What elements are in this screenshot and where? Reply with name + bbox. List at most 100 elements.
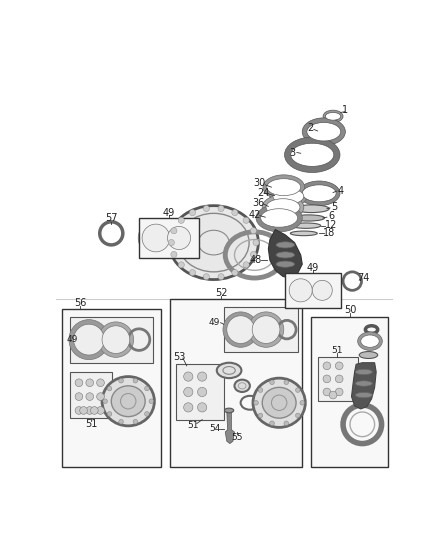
Ellipse shape [313, 126, 335, 137]
Ellipse shape [291, 223, 321, 228]
Ellipse shape [102, 377, 155, 426]
Circle shape [145, 411, 149, 416]
Text: 6: 6 [328, 212, 335, 221]
Ellipse shape [355, 381, 372, 386]
Text: 24: 24 [258, 188, 270, 198]
Text: 49: 49 [208, 318, 220, 327]
Text: 2: 2 [307, 123, 313, 133]
Ellipse shape [270, 185, 307, 207]
Circle shape [171, 252, 177, 257]
Ellipse shape [312, 280, 332, 301]
Ellipse shape [361, 335, 379, 348]
Text: 52: 52 [215, 288, 228, 297]
Circle shape [323, 362, 331, 370]
Ellipse shape [273, 189, 304, 204]
Text: 51: 51 [331, 346, 343, 355]
Ellipse shape [285, 137, 340, 173]
Circle shape [336, 362, 343, 370]
Circle shape [178, 262, 184, 268]
Text: 48: 48 [250, 255, 262, 265]
Circle shape [243, 262, 249, 268]
Circle shape [97, 393, 104, 400]
Circle shape [218, 273, 224, 280]
Text: 54: 54 [209, 424, 221, 433]
Ellipse shape [298, 181, 340, 206]
Ellipse shape [323, 110, 343, 123]
Ellipse shape [302, 185, 336, 202]
Ellipse shape [253, 378, 305, 427]
Bar [62, 309, 161, 467]
Circle shape [218, 205, 224, 212]
Circle shape [251, 252, 257, 257]
Bar [70, 372, 112, 418]
Text: 49: 49 [163, 207, 175, 217]
Circle shape [190, 270, 196, 276]
Ellipse shape [276, 261, 294, 267]
Ellipse shape [359, 352, 378, 359]
Ellipse shape [252, 316, 280, 343]
Circle shape [270, 380, 274, 385]
Text: 51: 51 [85, 419, 97, 429]
Ellipse shape [262, 195, 304, 220]
Polygon shape [225, 410, 234, 443]
Circle shape [296, 388, 300, 392]
Ellipse shape [142, 224, 170, 252]
Ellipse shape [227, 316, 254, 343]
Ellipse shape [290, 231, 317, 236]
Circle shape [80, 407, 88, 414]
Text: 74: 74 [358, 273, 370, 283]
Circle shape [133, 419, 138, 424]
Circle shape [253, 239, 259, 246]
Ellipse shape [358, 332, 382, 350]
Ellipse shape [276, 242, 294, 248]
Circle shape [251, 228, 257, 234]
Ellipse shape [248, 312, 284, 348]
Ellipse shape [256, 204, 302, 232]
Ellipse shape [234, 379, 250, 392]
Text: 55: 55 [231, 433, 243, 442]
Circle shape [284, 380, 289, 385]
Text: 56: 56 [74, 297, 87, 308]
Ellipse shape [263, 175, 304, 199]
Circle shape [149, 399, 154, 403]
Circle shape [198, 372, 207, 381]
Text: 3: 3 [289, 148, 295, 158]
Ellipse shape [69, 320, 109, 360]
Circle shape [86, 379, 94, 386]
Bar [224, 308, 298, 352]
Circle shape [184, 372, 193, 381]
Circle shape [86, 393, 94, 400]
Text: 30: 30 [254, 179, 266, 188]
Ellipse shape [307, 123, 341, 141]
Circle shape [184, 387, 193, 397]
Text: 57: 57 [105, 213, 117, 223]
Circle shape [184, 403, 193, 412]
Circle shape [86, 407, 94, 414]
Ellipse shape [289, 279, 312, 302]
Polygon shape [268, 230, 302, 278]
Text: 42: 42 [248, 210, 261, 220]
Ellipse shape [217, 363, 241, 378]
Ellipse shape [262, 387, 296, 418]
Ellipse shape [169, 206, 258, 280]
Circle shape [258, 388, 263, 392]
Circle shape [270, 421, 274, 425]
Ellipse shape [310, 278, 335, 303]
Ellipse shape [298, 148, 326, 161]
Ellipse shape [266, 199, 300, 216]
Ellipse shape [98, 322, 134, 357]
Circle shape [243, 217, 249, 223]
Circle shape [75, 407, 83, 414]
Ellipse shape [74, 324, 104, 355]
Circle shape [119, 419, 124, 424]
Bar [70, 317, 153, 363]
Circle shape [171, 228, 177, 234]
Text: 50: 50 [344, 305, 356, 316]
Ellipse shape [267, 179, 301, 196]
Circle shape [178, 217, 184, 223]
Bar [176, 364, 224, 419]
Circle shape [107, 411, 112, 416]
Polygon shape [352, 363, 376, 409]
Ellipse shape [164, 223, 194, 253]
Circle shape [300, 400, 304, 405]
